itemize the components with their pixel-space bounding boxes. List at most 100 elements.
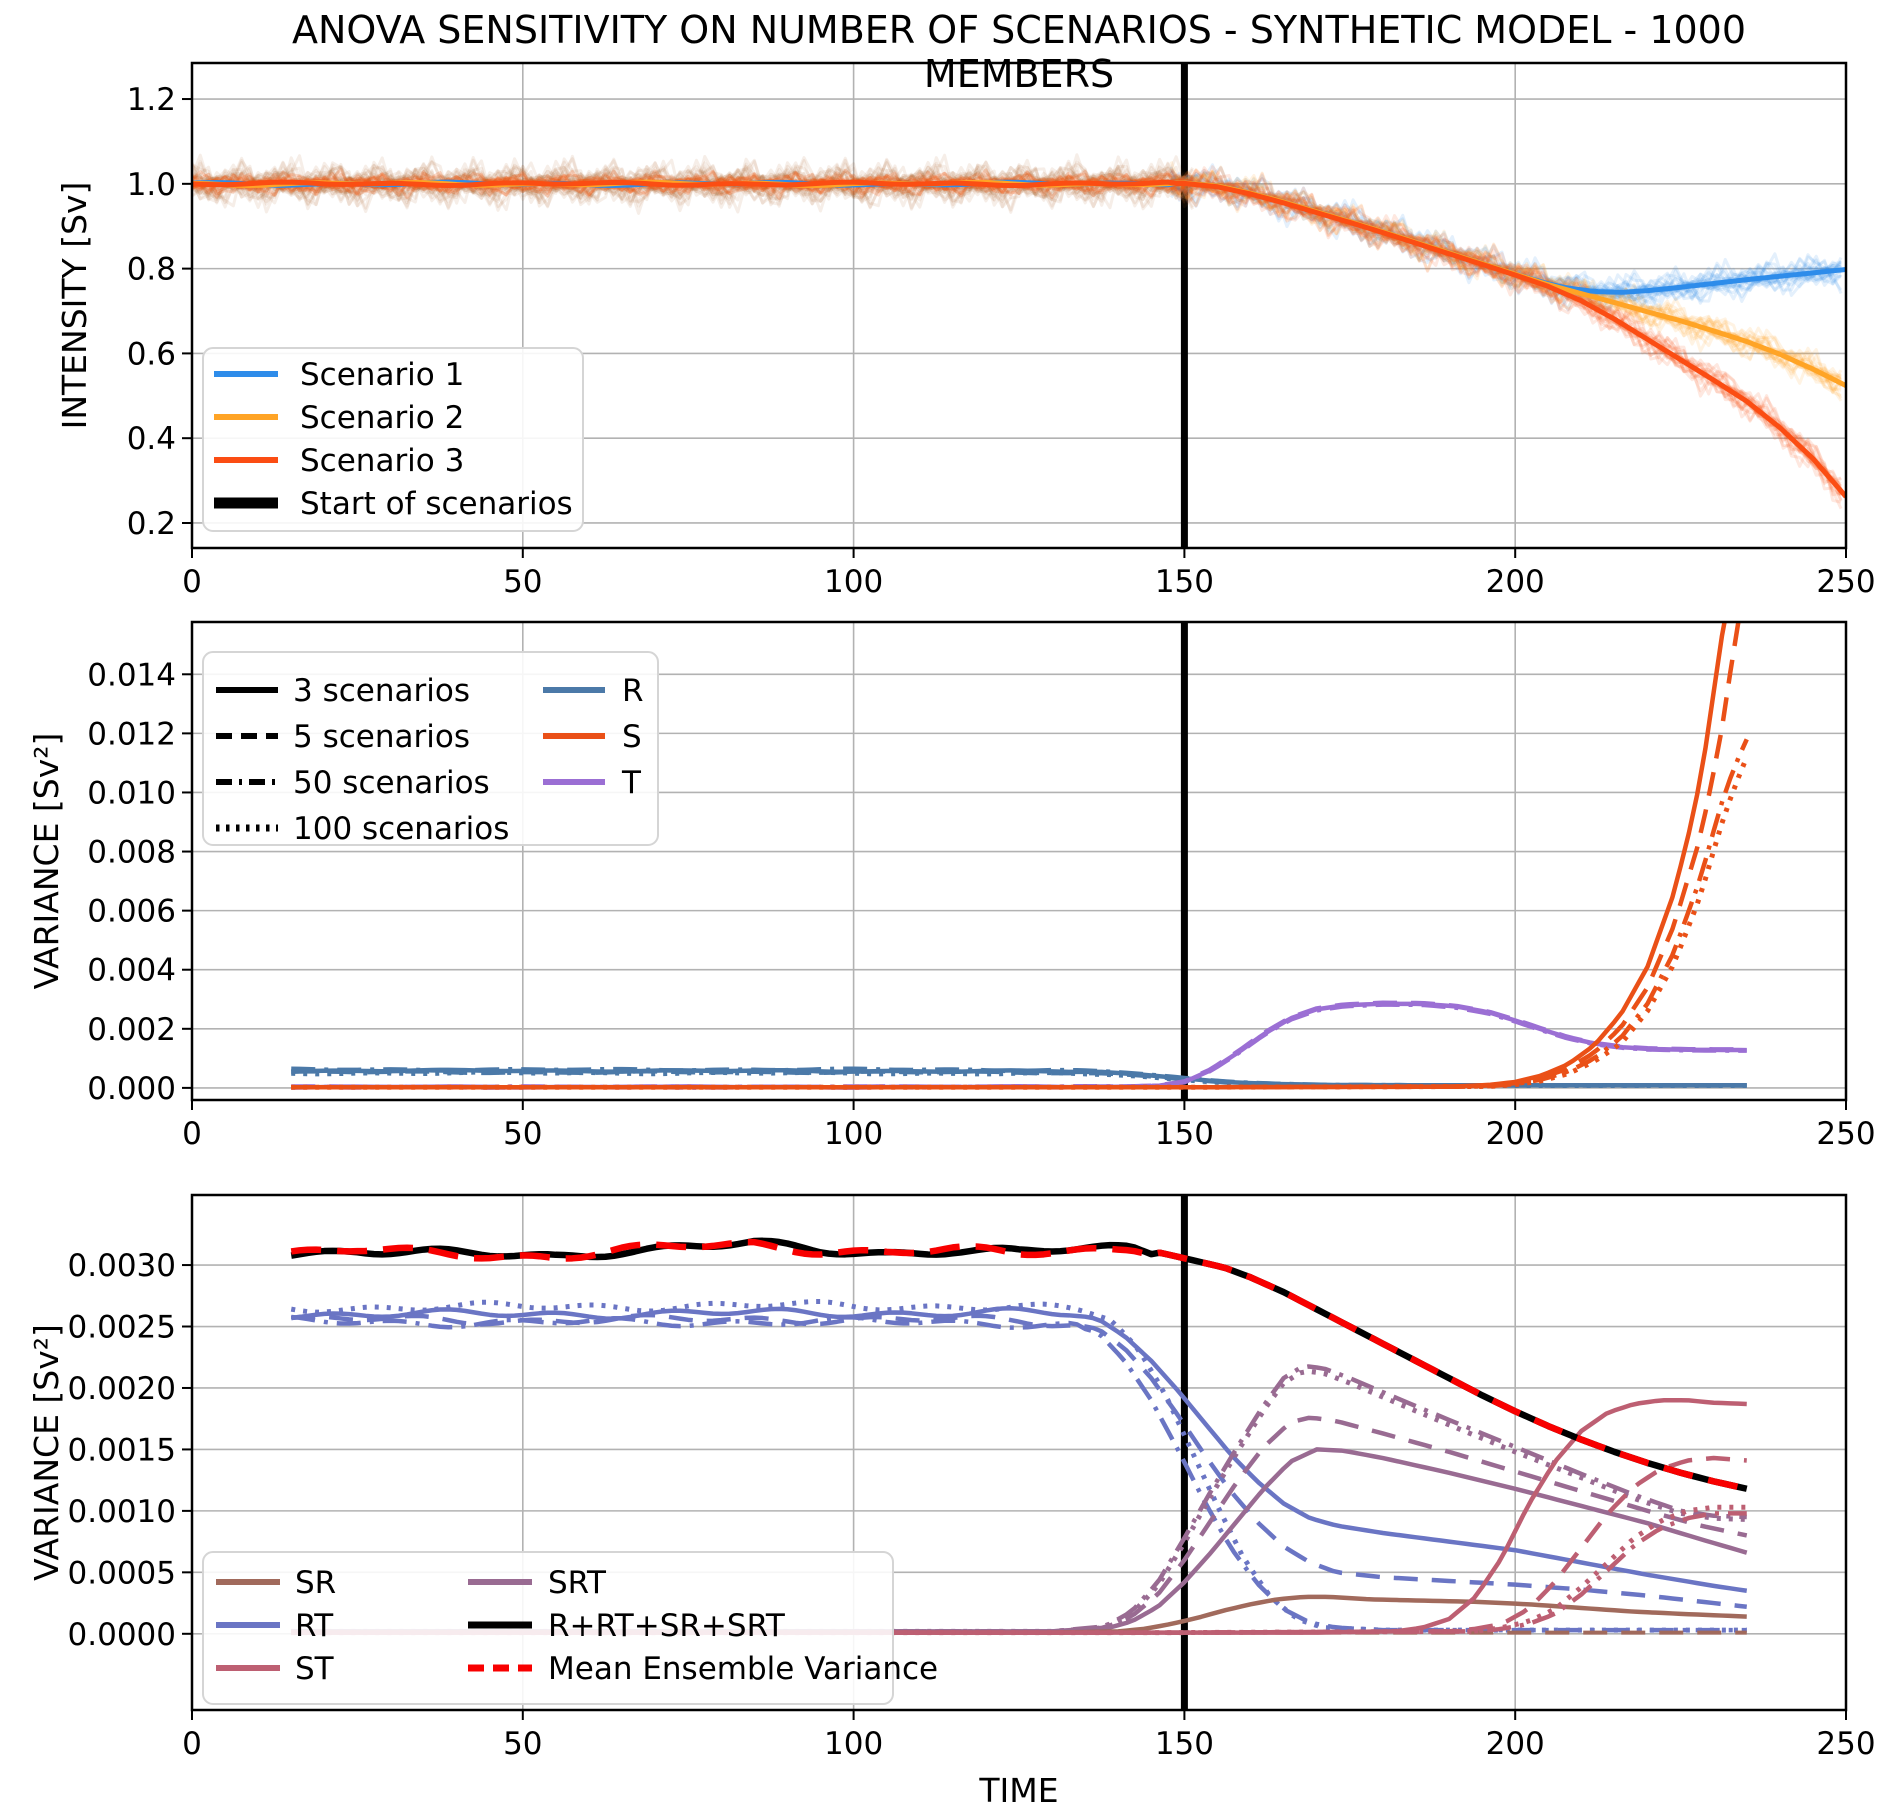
ensemble-trace — [1169, 165, 1843, 501]
legend-label: SR — [295, 1565, 336, 1601]
ensemble-trace — [192, 158, 1193, 209]
y-tick-label: 0.0025 — [68, 1310, 176, 1346]
legend-label: Scenario 2 — [300, 400, 464, 436]
y-tick-label: 1.0 — [127, 167, 176, 203]
y-tick-label: 0.6 — [127, 336, 176, 372]
legend-label: Start of scenarios — [300, 486, 573, 522]
ensemble-trace — [192, 164, 1194, 203]
legend-label: SRT — [548, 1565, 607, 1601]
y-tick-label: 1.2 — [127, 82, 176, 118]
y-tick-label: 0.012 — [87, 716, 176, 752]
series-s-dotted — [291, 756, 1750, 1090]
legend-label: S — [622, 719, 642, 755]
panel-border — [190, 61, 1848, 550]
panel-intensity: 0 50 100 150 200 250 0.2 0.4 0.6 0.8 1.0 1.2 INTENSI… — [55, 61, 1876, 600]
x-tick-label: 200 — [1486, 1726, 1545, 1762]
ensemble-trace — [1169, 172, 1843, 494]
series-rt-dashdot — [291, 1314, 1747, 1633]
panel-border — [190, 1193, 1848, 1712]
legend-label: T — [621, 765, 642, 801]
y-tick-label: 0.0015 — [68, 1432, 176, 1468]
legend-label: Scenario 1 — [300, 357, 464, 393]
legend-label: 100 scenarios — [293, 811, 509, 847]
legend-box — [202, 1551, 894, 1705]
y-axis-label: INTENSITY [Sv] — [55, 182, 94, 430]
ensemble-trace — [192, 173, 1193, 194]
ensemble-trace — [1169, 166, 1843, 313]
x-tick-label: 100 — [824, 1726, 883, 1762]
ensemble-trace — [192, 164, 1194, 203]
legend-label: R+RT+SR+SRT — [548, 1608, 786, 1644]
plot-area-variance-main — [291, 622, 1750, 1100]
ensemble-trace — [1171, 169, 1843, 395]
y-tick-label: 0.014 — [87, 657, 176, 693]
y-tick-label: 0.0000 — [68, 1617, 176, 1653]
y-tick-label: 0.4 — [127, 421, 176, 457]
y-tick-label: 0.000 — [87, 1071, 176, 1107]
y-tick-label: 0.0020 — [68, 1371, 176, 1407]
ensemble-trace — [1171, 165, 1843, 402]
y-tick-label: 0.0005 — [68, 1555, 176, 1591]
ensemble-trace — [1169, 167, 1842, 398]
series-mean-ensemble-variance — [290, 1238, 1748, 1492]
legend-label: 5 scenarios — [293, 719, 470, 755]
y-axis-label: VARIANCE [Sv²] — [27, 1324, 66, 1581]
legend-variance-main: 3 scenarios 5 scenarios 50 scenarios 100 sc… — [202, 651, 659, 847]
series-scenario-3 — [192, 179, 1846, 499]
series-rt-dotted — [290, 1299, 1747, 1633]
legend-label: RT — [295, 1608, 334, 1644]
x-tick-label: 100 — [824, 564, 883, 600]
y-tick-label: 0.006 — [87, 894, 176, 930]
ensemble-trace — [192, 160, 1194, 209]
y-tick-label: 0.0030 — [68, 1248, 176, 1284]
y-axis-label: VARIANCE [Sv²] — [27, 733, 66, 990]
legend-label: Scenario 3 — [300, 443, 464, 479]
y-tick-label: 0.2 — [127, 506, 176, 542]
x-tick-label: 250 — [1816, 1116, 1875, 1152]
x-tick-label: 150 — [1155, 1726, 1214, 1762]
ensemble-trace — [192, 153, 1194, 214]
ensemble-trace — [1170, 166, 1842, 496]
legend-box — [202, 347, 584, 532]
series-t-dashdot — [291, 1002, 1747, 1090]
x-tick-label: 0 — [182, 1116, 202, 1152]
x-tick-label: 150 — [1155, 564, 1214, 600]
panel-variance-main: 0 50 100 150 200 250 0.000 0.002 0.004 0.006 0.008… — [27, 620, 1876, 1152]
legend-label: R — [622, 673, 644, 709]
x-axis-label: TIME — [978, 1771, 1058, 1810]
y-tick-label: 0.8 — [127, 252, 176, 288]
x-tick-label: 250 — [1816, 1726, 1875, 1762]
legend-label: Mean Ensemble Variance — [548, 1651, 938, 1687]
panel-border — [190, 620, 1848, 1102]
x-tick-label: 200 — [1486, 564, 1545, 600]
legend-variance-interactions: SR RT ST SRT R+RT+SR+SRT Mean Ensemble Varian… — [202, 1551, 938, 1705]
x-tick-label: 50 — [503, 1726, 542, 1762]
series-t-solid — [291, 1001, 1747, 1090]
ensemble-trace — [1170, 173, 1843, 391]
ensemble-trace — [1171, 169, 1842, 482]
x-tick-label: 100 — [824, 1116, 883, 1152]
y-tick-label: 0.008 — [87, 835, 176, 871]
x-tick-label: 50 — [503, 564, 542, 600]
ensemble-trace — [192, 159, 1194, 207]
x-tick-label: 0 — [182, 564, 202, 600]
ensemble-trace — [1170, 173, 1843, 383]
ensemble-trace — [1170, 173, 1843, 302]
y-tick-label: 0.0010 — [68, 1494, 176, 1530]
ensemble-trace — [1169, 169, 1843, 310]
legend-intensity: Scenario 1 Scenario 2 Scenario 3 Start of s… — [202, 347, 584, 532]
ensemble-trace — [1170, 171, 1843, 311]
legend-label: ST — [295, 1651, 335, 1687]
x-tick-label: 150 — [1155, 1116, 1214, 1152]
ensemble-trace — [192, 158, 1195, 209]
ensemble-trace — [1170, 171, 1842, 392]
legend-label: 50 scenarios — [293, 765, 490, 801]
y-tick-label: 0.002 — [87, 1012, 176, 1048]
ensemble-trace — [192, 170, 1193, 199]
x-tick-label: 0 — [182, 1726, 202, 1762]
x-tick-label: 50 — [503, 1116, 542, 1152]
y-tick-label: 0.010 — [87, 775, 176, 811]
x-tick-label: 250 — [1816, 564, 1875, 600]
